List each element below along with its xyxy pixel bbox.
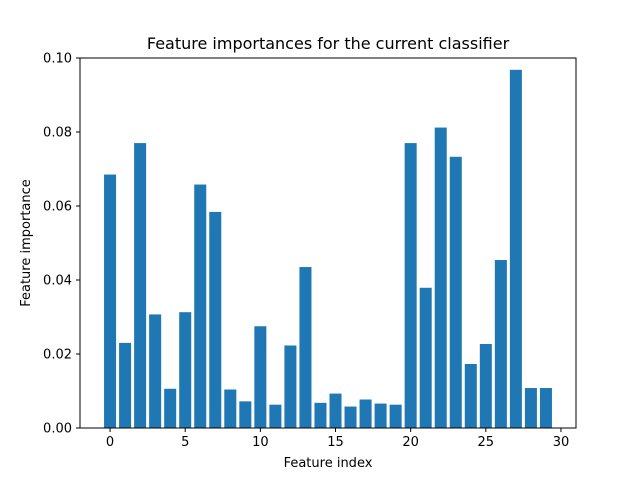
bar-feature-5: [179, 312, 192, 428]
y-tick-label: 0.04: [43, 274, 72, 289]
bar-feature-3: [149, 314, 162, 428]
bar-feature-10: [254, 326, 267, 428]
y-tick-label: 0.02: [43, 348, 72, 363]
bar-feature-4: [164, 388, 177, 428]
bar-feature-6: [194, 184, 207, 428]
bar-feature-19: [389, 404, 402, 428]
bar-feature-17: [359, 399, 372, 428]
x-axis-label: Feature index: [284, 456, 373, 471]
bar-feature-11: [269, 404, 282, 428]
x-axis-ticks: 0 5 10 15 20 25 30: [106, 428, 569, 450]
bar-feature-27: [509, 69, 522, 428]
y-axis-label: Feature importance: [19, 179, 34, 307]
y-tick-label: 0.00: [43, 422, 72, 437]
bar-feature-20: [404, 143, 417, 428]
bar-feature-22: [434, 127, 447, 428]
x-tick-label: 15: [327, 435, 344, 450]
y-tick-label: 0.06: [43, 200, 72, 215]
bar-feature-12: [284, 345, 297, 428]
bar-feature-29: [539, 388, 552, 428]
x-tick-label: 20: [402, 435, 419, 450]
bar-feature-28: [524, 388, 537, 428]
x-tick-label: 5: [181, 435, 189, 450]
bar-feature-2: [134, 143, 147, 428]
plot-frame: [79, 57, 577, 429]
bar-feature-23: [449, 156, 462, 429]
x-tick-label: 0: [106, 435, 114, 450]
bar-feature-18: [374, 403, 387, 428]
bars-group: [104, 69, 552, 429]
bar-feature-9: [239, 401, 252, 428]
bar-feature-15: [329, 393, 342, 428]
bar-feature-14: [314, 402, 327, 428]
bar-feature-13: [299, 267, 312, 428]
y-tick-label: 0.08: [43, 126, 72, 141]
x-tick-label: 10: [252, 435, 269, 450]
bar-feature-25: [479, 344, 492, 428]
y-axis-ticks: 0.00 0.02 0.04 0.06 0.08 0.10: [43, 52, 80, 437]
bar-feature-26: [494, 260, 507, 428]
y-tick-label: 0.10: [43, 52, 72, 67]
bar-feature-16: [344, 406, 357, 428]
bar-feature-24: [464, 363, 477, 428]
x-tick-label: 25: [478, 435, 495, 450]
bar-feature-1: [119, 342, 132, 428]
bar-feature-21: [419, 287, 432, 428]
bar-feature-8: [224, 389, 237, 428]
bar-feature-7: [209, 211, 222, 428]
x-tick-label: 30: [553, 435, 570, 450]
chart-title: Feature importances for the current clas…: [147, 34, 510, 53]
bar-feature-0: [104, 174, 117, 428]
